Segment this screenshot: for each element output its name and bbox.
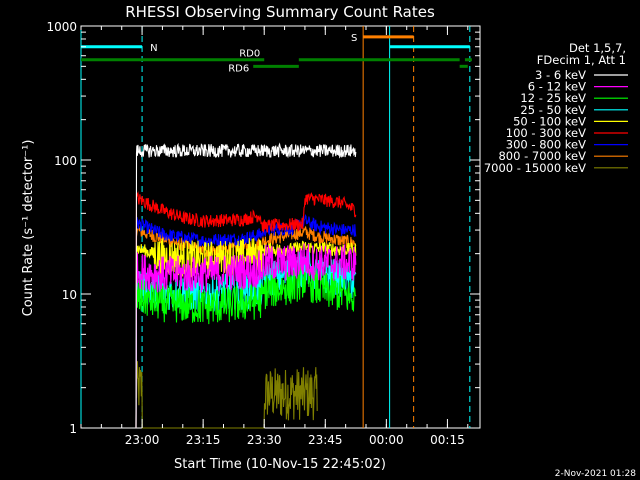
series-line-6 [135, 213, 357, 429]
series-line-2 [135, 262, 357, 341]
legend-label-0: 3 - 6 keV [535, 68, 586, 82]
legend-label-3: 25 - 50 keV [520, 103, 586, 117]
series-line-0 [135, 142, 357, 429]
x-tick-label-2: 23:30 [247, 433, 282, 447]
legend-header-line-1: Det 1,5,7, [569, 41, 626, 55]
legend-label-2: 12 - 25 keV [520, 91, 586, 105]
y-tick-label-3: 1000 [46, 20, 77, 34]
legend-label-7: 800 - 7000 keV [498, 149, 586, 163]
legend-label-1: 6 - 12 keV [528, 80, 586, 94]
chart-title: RHESSI Observing Summary Count Rates [125, 3, 435, 21]
legend-header-line-2: FDecim 1, Att 1 [537, 53, 626, 67]
legend-label-5: 100 - 300 keV [506, 126, 586, 140]
legend-label-8: 7000 - 15000 keV [484, 161, 586, 175]
flag-label-0: N [150, 43, 157, 54]
footer-date: 2-Nov-2021 01:28 [555, 469, 637, 479]
legend-label-4: 50 - 100 keV [513, 114, 586, 128]
plot-layer: N S RD0 RD6 1 10 100 1000 23:00 23:15 23:30 23:45 00… [46, 20, 481, 447]
y-tick-label-2: 100 [54, 154, 77, 168]
x-tick-label-5: 00:15 [430, 433, 465, 447]
x-tick-label-3: 23:45 [308, 433, 343, 447]
series-line-8 [135, 361, 318, 429]
y-tick-label-1: 10 [62, 288, 77, 302]
x-tick-label-1: 23:15 [186, 433, 221, 447]
flag-label-2: S [351, 33, 357, 44]
series-line-5 [135, 191, 357, 429]
flag-label-6: RD6 [228, 63, 249, 74]
flag-label-3: RD0 [239, 49, 260, 60]
x-axis-label: Start Time (10-Nov-15 22:45:02) [174, 457, 386, 472]
series-line-1 [135, 243, 357, 429]
x-tick-label-4: 00:00 [369, 433, 404, 447]
y-tick-label-0: 1 [69, 422, 77, 436]
x-tick-label-0: 23:00 [125, 433, 160, 447]
legend-label-6: 300 - 800 keV [506, 138, 586, 152]
y-axis-label: Count Rate (s⁻¹ detector⁻¹) [21, 140, 36, 317]
